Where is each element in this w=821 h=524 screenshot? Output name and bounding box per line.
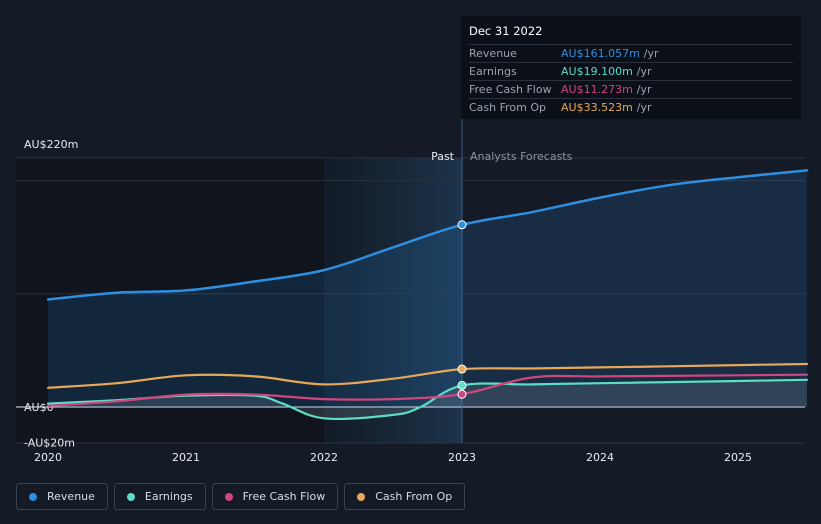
legend-label: Earnings — [144, 490, 193, 503]
legend-label: Cash From Op — [375, 490, 453, 503]
tooltip-value: AU$33.523m — [561, 101, 633, 114]
series-marker-cash-from-op — [457, 364, 467, 374]
legend-dot-icon — [126, 492, 135, 501]
series-marker-earnings — [457, 380, 467, 390]
x-tick-label: 2025 — [724, 451, 752, 464]
y-tick-label: AU$0 — [24, 401, 54, 414]
legend-dot-icon — [357, 492, 366, 501]
x-tick-label: 2023 — [448, 451, 476, 464]
series-line-cash-from-op — [46, 362, 809, 389]
tooltip-unit: /yr — [636, 101, 652, 114]
tooltip-row-earnings: Earnings AU$19.100m /yr — [469, 62, 793, 80]
tooltip-unit: /yr — [643, 47, 659, 60]
legend-item-free-cash-flow[interactable]: Free Cash Flow — [211, 483, 339, 510]
series-line-earnings — [46, 378, 809, 420]
tooltip-value: AU$19.100m — [561, 65, 633, 78]
x-tick-label: 2022 — [310, 451, 338, 464]
tooltip-row-cash-from-op: Cash From Op AU$33.523m /yr — [469, 98, 793, 116]
tooltip-row-free-cash-flow: Free Cash Flow AU$11.273m /yr — [469, 80, 793, 98]
tooltip-unit: /yr — [636, 83, 652, 96]
series-line-revenue — [46, 169, 809, 301]
chart-legend: Revenue Earnings Free Cash Flow Cash Fro… — [16, 483, 466, 510]
past-label: Past — [431, 150, 455, 163]
legend-label: Revenue — [47, 490, 95, 503]
tooltip-label: Cash From Op — [469, 101, 547, 114]
x-tick-label: 2024 — [586, 451, 614, 464]
y-tick-label: -AU$20m — [24, 437, 75, 450]
tooltip-row-revenue: Revenue AU$161.057m /yr — [469, 44, 793, 62]
tooltip-label: Revenue — [469, 47, 517, 60]
legend-item-cash-from-op[interactable]: Cash From Op — [344, 483, 466, 510]
series-area-revenue — [48, 170, 807, 407]
legend-dot-icon — [29, 492, 37, 501]
series-area-earnings — [48, 379, 807, 419]
series-marker-revenue — [457, 220, 467, 230]
series-marker-free-cash-flow — [457, 389, 467, 399]
legend-item-revenue[interactable]: Revenue — [16, 483, 108, 510]
forecast-label: Analysts Forecasts — [470, 150, 573, 163]
tooltip-label: Free Cash Flow — [469, 83, 552, 96]
x-tick-label: 2020 — [34, 451, 62, 464]
series-line-free-cash-flow — [46, 373, 809, 407]
legend-dot-icon — [224, 492, 233, 501]
legend-item-earnings[interactable]: Earnings — [113, 483, 206, 510]
tooltip-value: AU$161.057m — [561, 47, 640, 60]
tooltip-date: Dec 31 2022 — [469, 24, 543, 38]
y-tick-label: AU$220m — [24, 138, 78, 151]
x-tick-label: 2021 — [172, 451, 200, 464]
data-tooltip: Dec 31 2022 Revenue AU$161.057m /yr Earn… — [461, 16, 801, 119]
tooltip-value: AU$11.273m — [561, 83, 633, 96]
tooltip-label: Earnings — [469, 65, 517, 78]
legend-label: Free Cash Flow — [242, 490, 326, 503]
tooltip-unit: /yr — [636, 65, 652, 78]
